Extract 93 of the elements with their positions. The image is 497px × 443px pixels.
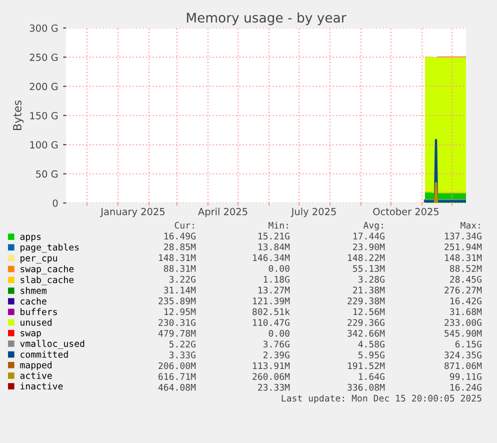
x-tick-label: July 2025 bbox=[290, 208, 336, 218]
legend-label: vmalloc_used bbox=[20, 340, 84, 349]
y-tick-label: 250 G bbox=[30, 54, 58, 61]
text: 148.31M bbox=[445, 254, 482, 262]
legend-label: swap_cache bbox=[20, 265, 74, 274]
legend-label: mapped bbox=[20, 361, 52, 370]
legend-label: unused bbox=[20, 318, 52, 326]
text: Min: bbox=[268, 222, 288, 229]
text: Max: bbox=[460, 222, 480, 229]
legend-label: committed bbox=[20, 350, 68, 358]
text: 146.34M bbox=[253, 254, 290, 262]
text: 31.68M bbox=[450, 308, 482, 316]
text: 137.34G bbox=[445, 232, 482, 240]
text: 88.31M bbox=[164, 265, 196, 272]
y-tick-label: 0 bbox=[52, 199, 58, 207]
text: 3.76G bbox=[263, 340, 290, 348]
text: 802.51k bbox=[252, 308, 290, 316]
text: 0.00 bbox=[268, 265, 290, 272]
legend-label: shmem bbox=[20, 287, 46, 294]
text: Avg: bbox=[363, 222, 383, 230]
x-tick-label: January 2025 bbox=[100, 208, 164, 218]
legend-label: swap bbox=[20, 331, 41, 338]
x-tick-label: October 2025 bbox=[373, 208, 439, 216]
text: 229.38M bbox=[348, 297, 385, 304]
chart-title: Memory usage - by year bbox=[186, 12, 346, 26]
text: 13.84M bbox=[258, 243, 290, 250]
text: 23.33M bbox=[258, 384, 290, 391]
text: 23.90M bbox=[353, 243, 385, 250]
text: 148.22M bbox=[348, 254, 385, 262]
text: 479.78M bbox=[158, 330, 196, 337]
text: 235.89M bbox=[158, 297, 196, 304]
text: 191.52M bbox=[348, 362, 385, 370]
text: 15.21G bbox=[258, 232, 290, 240]
text: 12.56M bbox=[353, 308, 385, 316]
text: 148.31M bbox=[159, 254, 196, 262]
legend-label: per_cpu bbox=[20, 256, 57, 264]
text: 55.13M bbox=[353, 265, 385, 272]
text: 5.22G bbox=[169, 340, 196, 348]
text: 251.94M bbox=[444, 243, 482, 250]
text: 1.18G bbox=[264, 276, 290, 283]
text: Last update: Mon Dec 15 20:00:05 2025 bbox=[282, 394, 482, 404]
text: 206.00M bbox=[158, 362, 196, 370]
y-tick-label: 300 G bbox=[30, 24, 58, 32]
legend-label: slab_cache bbox=[20, 276, 74, 286]
text: 6.15G bbox=[455, 340, 482, 348]
y-tick-label: 200 G bbox=[30, 82, 58, 90]
text: 871.06M bbox=[444, 362, 482, 370]
text: 336.08M bbox=[348, 384, 385, 391]
text: Cur: bbox=[174, 222, 194, 229]
legend-label: buffers bbox=[20, 308, 57, 316]
y-tick-label: 50 G bbox=[36, 170, 58, 178]
text: 464.08M bbox=[158, 384, 196, 391]
y-tick-label: 150 G bbox=[30, 112, 58, 120]
text: 21.38M bbox=[353, 286, 385, 294]
text: 233.00G bbox=[444, 319, 482, 326]
legend-label: apps bbox=[20, 234, 41, 242]
text: 12.95M bbox=[164, 308, 196, 316]
text: 5.95G bbox=[358, 352, 384, 358]
text: 17.44G bbox=[353, 232, 384, 240]
text: 110.47G bbox=[253, 319, 290, 326]
text: 121.39M bbox=[253, 297, 290, 304]
text: 342.66M bbox=[348, 330, 385, 337]
text: 260.06M bbox=[252, 373, 290, 380]
text: 0.00 bbox=[268, 330, 290, 337]
text: 88.52M bbox=[450, 265, 482, 272]
text: 16.42G bbox=[450, 297, 482, 304]
text: 28.85M bbox=[164, 243, 196, 250]
text: 3.28G bbox=[358, 276, 384, 283]
text: 99.11G bbox=[450, 373, 482, 380]
text: 28.45G bbox=[450, 276, 482, 283]
text: 16.49G bbox=[164, 232, 196, 240]
text: 31.14M bbox=[164, 286, 196, 294]
text: 3.33G bbox=[169, 352, 196, 358]
text: 230.31G bbox=[158, 319, 196, 326]
legend-label: inactive bbox=[20, 382, 63, 390]
text: 2.39G bbox=[263, 352, 290, 358]
text: 113.91M bbox=[253, 362, 290, 370]
text: 545.90M bbox=[444, 330, 482, 337]
legend-label: page_tables bbox=[20, 244, 79, 253]
text: 13.27M bbox=[258, 286, 290, 294]
legend-label: cache bbox=[20, 298, 46, 305]
x-tick-label: April 2025 bbox=[198, 208, 248, 218]
text: 4.58G bbox=[358, 340, 384, 348]
y-tick-label: 100 G bbox=[30, 141, 58, 148]
legend-label: active bbox=[20, 372, 52, 379]
text: 3.22G bbox=[169, 276, 196, 283]
text: 276.27M bbox=[444, 286, 482, 294]
text: 229.36G bbox=[348, 319, 384, 326]
text: 16.24G bbox=[450, 384, 482, 391]
text: 616.71M bbox=[158, 373, 196, 380]
text: 324.35G bbox=[444, 352, 482, 358]
text: 1.64G bbox=[358, 373, 384, 380]
y-axis-title: Bytes bbox=[13, 100, 24, 130]
